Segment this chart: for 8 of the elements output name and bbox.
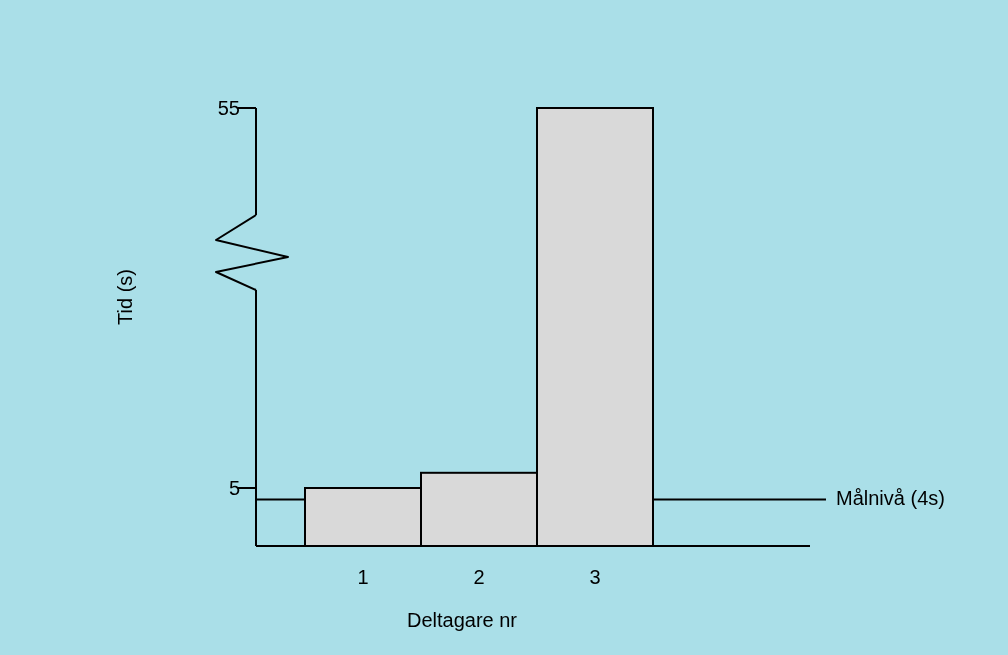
y-tick-label: 55 — [217, 97, 240, 120]
x-tick-label: 2 — [473, 566, 485, 588]
y-axis-title: Tid (s) — [114, 269, 136, 325]
ref-line-label: Målnivå (4s) — [836, 486, 945, 509]
x-tick-label: 3 — [589, 566, 601, 588]
y-tick-label: 5 — [228, 477, 240, 500]
x-tick-label: 1 — [357, 566, 369, 588]
x-axis-title: Deltagare nr — [406, 609, 518, 631]
